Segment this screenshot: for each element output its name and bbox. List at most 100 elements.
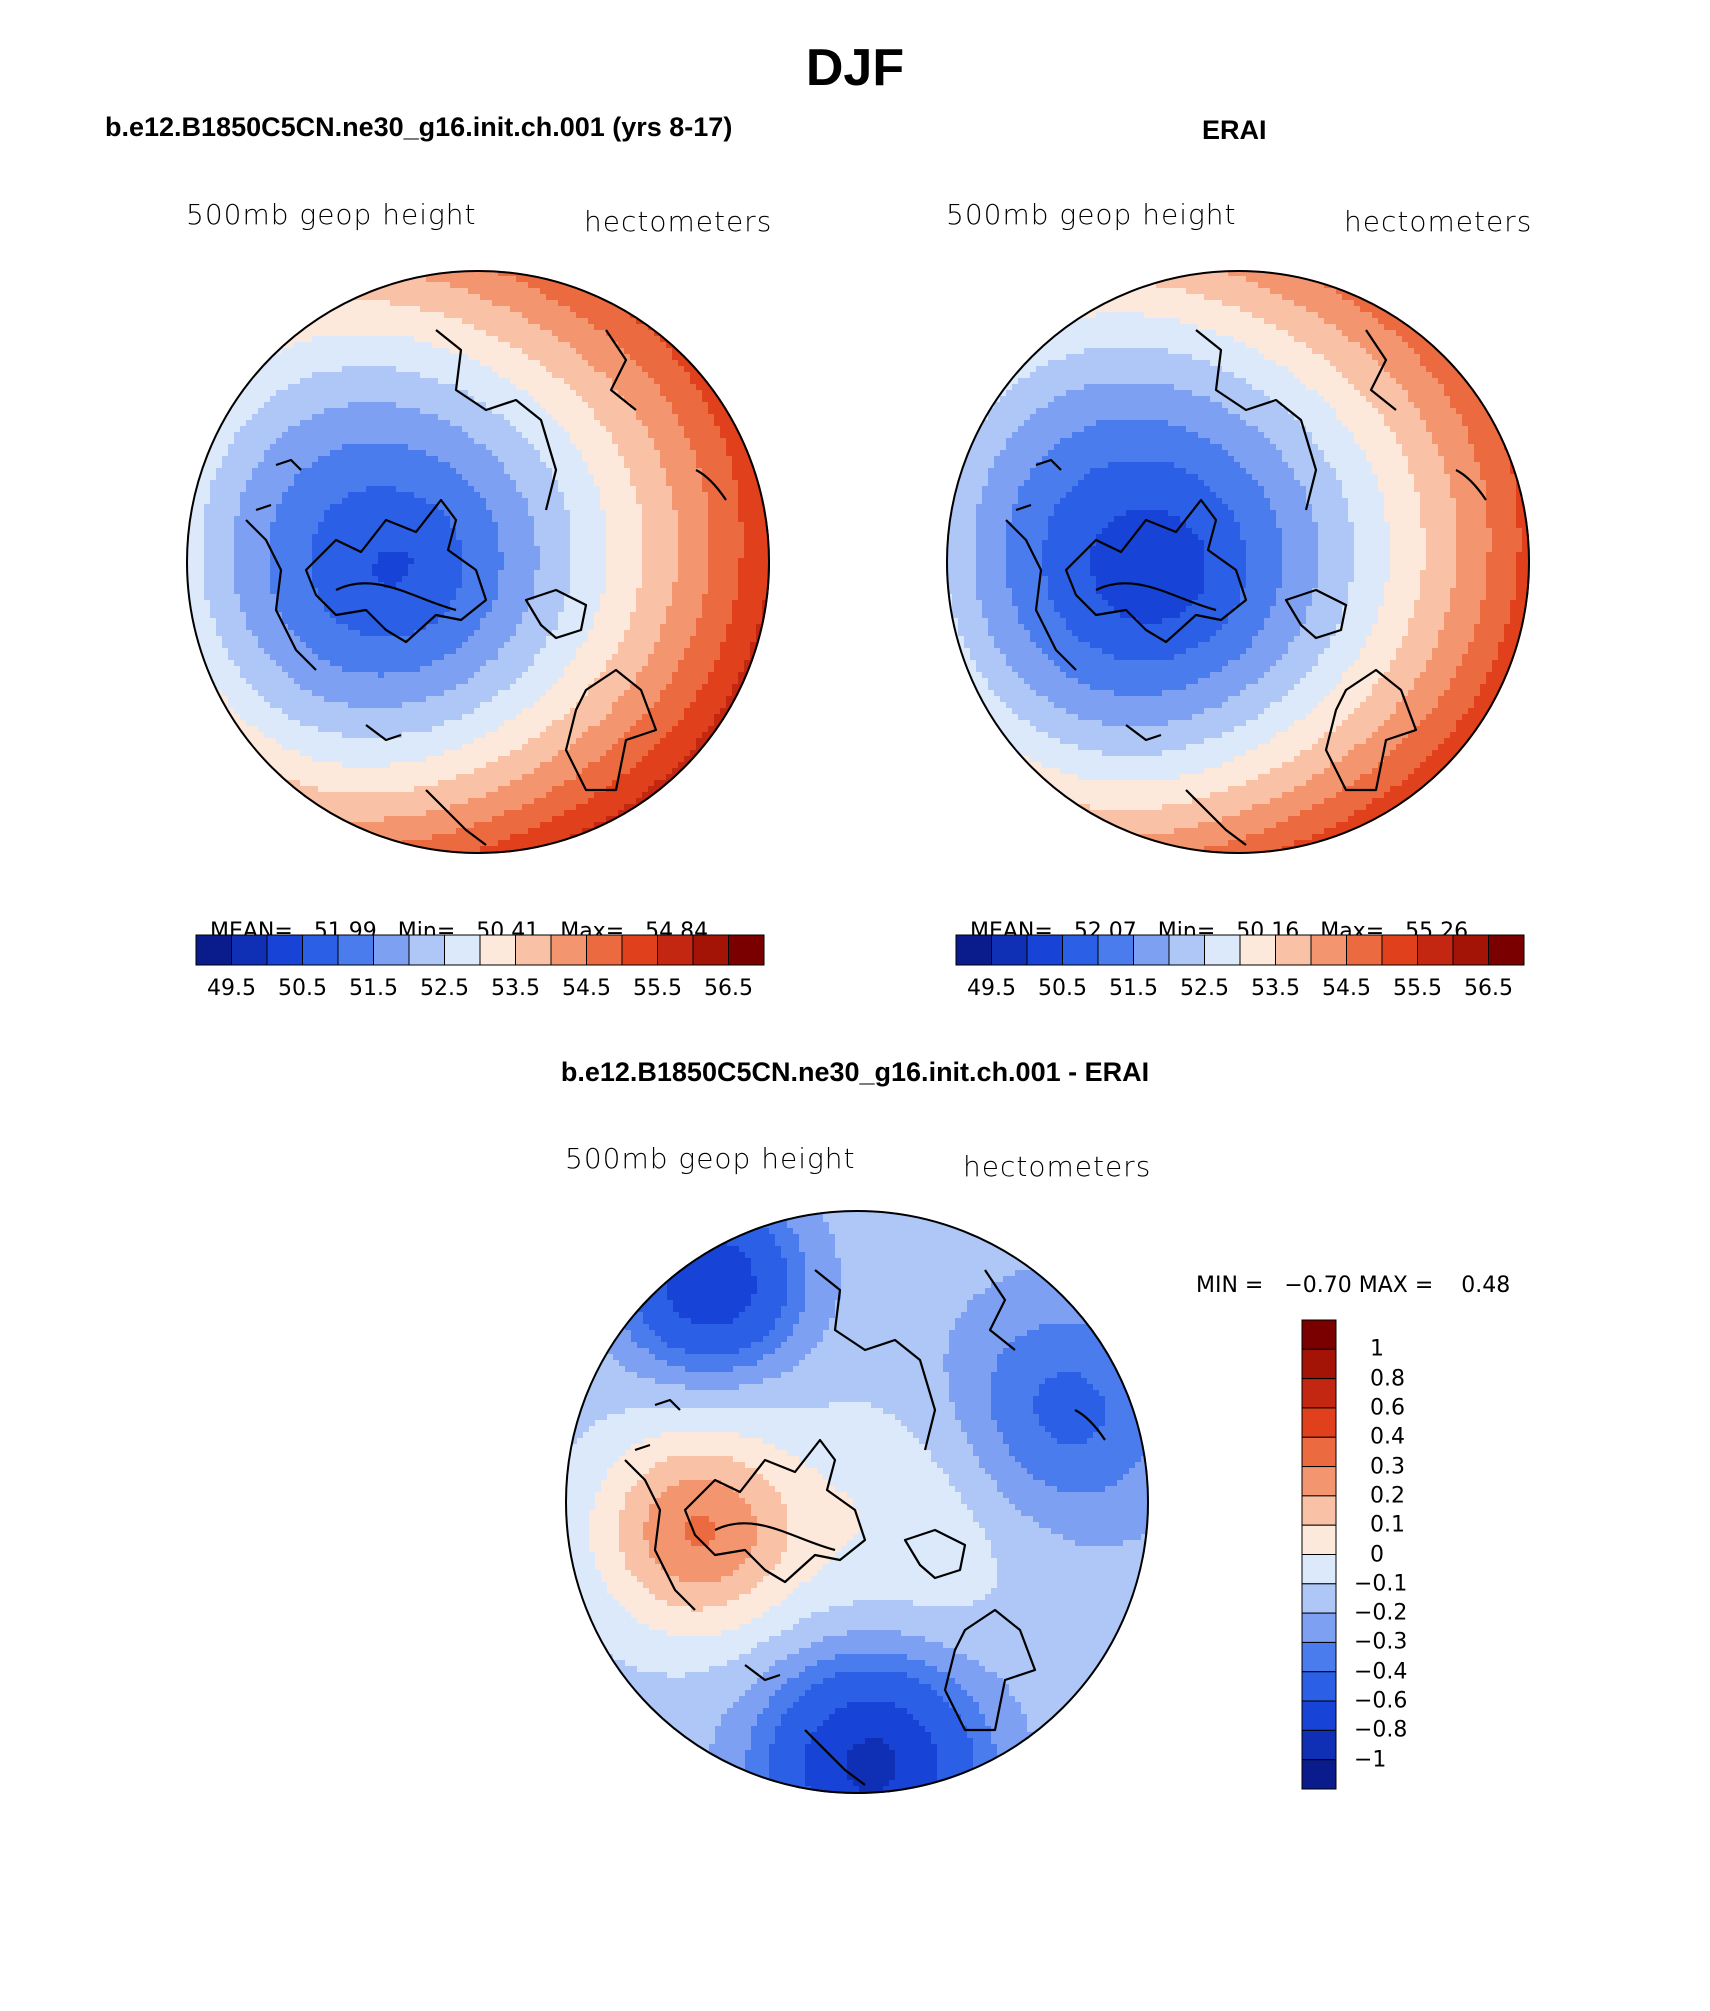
diff-min-value: −0.70 [1284, 1273, 1351, 1298]
diff-colorbar-level-label: 0.3 [1370, 1454, 1405, 1479]
diff-colorbar-level-label: 0.8 [1370, 1366, 1405, 1391]
obs-colorbar-box [1452, 934, 1489, 966]
obs-coastline-segment [1185, 789, 1247, 846]
model-map-border [186, 270, 770, 854]
model-colorbar-box [373, 934, 410, 966]
obs-coastline-segment [1095, 582, 1217, 612]
model-colorbar-box [266, 934, 303, 966]
model-coastline-segment [275, 458, 302, 471]
model-colorbar-box [586, 934, 623, 966]
obs-colorbar-ticks: 49.5 50.5 51.5 52.5 53.5 54.5 55.5 56.5 [956, 976, 1524, 1006]
diff-colorbar-level-label: 1 [1370, 1337, 1384, 1362]
model-colorbar-box [337, 934, 374, 966]
diff-coastline-segment [683, 1438, 867, 1584]
diff-colorbar-labels: −1 −0.8 −0.6 −0.4 −0.3 −0.2 −0.1 0 0.1 0.2 0.3 0.4 0… [1354, 1320, 1474, 1789]
diff-colorbar-box [1301, 1407, 1337, 1438]
model-colorbar-tick-label: 54.5 [562, 976, 611, 1001]
diff-coastline-segment [1074, 1409, 1106, 1441]
obs-colorbar-box [1381, 934, 1418, 966]
diff-colorbar-level-label: 0 [1370, 1542, 1384, 1567]
model-colorbar-tick-label: 56.5 [704, 976, 753, 1001]
obs-colorbar-box [1417, 934, 1454, 966]
model-coastline-segment [605, 329, 637, 411]
diff-max-value: 0.48 [1461, 1273, 1510, 1298]
obs-colorbar-box [955, 934, 992, 966]
diff-colorbar-box [1301, 1378, 1337, 1409]
diff-coastline-segment [624, 1459, 696, 1611]
diff-coastline-segment [903, 1528, 967, 1580]
figure-title: DJF [0, 38, 1710, 98]
diff-colorbar-level-label: −0.6 [1354, 1689, 1407, 1714]
diff-variable-label: 500mb geop height [565, 1142, 856, 1175]
obs-coastline-segment [1455, 469, 1487, 501]
model-colorbar-box [444, 934, 481, 966]
obs-panel-title: ERAI [1202, 115, 1267, 146]
diff-coastline-segment [634, 1443, 651, 1452]
obs-colorbar-box [1275, 934, 1312, 966]
model-colorbar-tick-label: 53.5 [491, 976, 540, 1001]
diff-colorbar-box [1301, 1348, 1337, 1380]
obs-coastlines [1005, 329, 1487, 846]
obs-colorbar-box [1310, 934, 1347, 966]
model-coastline-segment [425, 789, 487, 846]
diff-coastline-segment [744, 1664, 781, 1682]
obs-coastline-segment [1015, 503, 1032, 512]
obs-colorbar-box [991, 934, 1028, 966]
obs-map-border [946, 270, 1530, 854]
diff-coastlines [624, 1269, 1106, 1786]
obs-coastline-segment [1324, 668, 1418, 792]
obs-colorbar-tick-label: 55.5 [1393, 976, 1442, 1001]
model-polar-map [186, 270, 770, 854]
diff-coastline-segment [943, 1608, 1037, 1732]
model-colorbar-tick-label: 52.5 [420, 976, 469, 1001]
model-colorbar-tick-label: 49.5 [207, 976, 256, 1001]
diff-colorbar-box [1301, 1495, 1337, 1526]
model-colorbar-box [302, 934, 339, 966]
model-coastline-segment [245, 519, 317, 671]
model-coastline-segment [304, 498, 488, 644]
obs-coastline-segment [1365, 329, 1397, 411]
diff-colorbar-box [1301, 1759, 1337, 1790]
diff-colorbar-level-label: 0.6 [1370, 1395, 1405, 1420]
diff-stats: MIN = −0.70 MAX = 0.48 [1182, 1248, 1510, 1298]
diff-colorbar-box [1301, 1583, 1337, 1614]
model-coastlines [245, 329, 727, 846]
obs-colorbar-box [1488, 934, 1525, 966]
model-colorbar-box [657, 934, 694, 966]
model-coastline-segment [524, 588, 588, 640]
obs-colorbar [955, 934, 1525, 966]
model-colorbar-ticks: 49.5 50.5 51.5 52.5 53.5 54.5 55.5 56.5 [196, 976, 764, 1006]
model-coastline-segment [255, 503, 272, 512]
model-colorbar-box [692, 934, 729, 966]
model-coastline-segment [365, 724, 402, 742]
obs-colorbar-tick-label: 54.5 [1322, 976, 1371, 1001]
diff-colorbar-level-label: −0.2 [1354, 1601, 1407, 1626]
diff-colorbar-box [1301, 1319, 1337, 1350]
diff-colorbar [1301, 1319, 1337, 1790]
model-colorbar [195, 934, 765, 966]
diff-min-label: MIN = [1196, 1273, 1263, 1298]
model-variable-label: 500mb geop height [186, 198, 477, 231]
diff-map-border [565, 1210, 1149, 1794]
obs-colorbar-box [1133, 934, 1170, 966]
model-coastline-segment [335, 582, 457, 612]
model-colorbar-box [550, 934, 587, 966]
diff-colorbar-level-label: −1 [1354, 1747, 1386, 1772]
obs-coastline-segment [1064, 498, 1248, 644]
obs-coastline-segment [1005, 519, 1077, 671]
diff-max-label: MAX = [1359, 1273, 1434, 1298]
diff-panel-title: b.e12.B1850C5CN.ne30_g16.init.ch.001 - E… [0, 1057, 1710, 1088]
model-colorbar-box [408, 934, 445, 966]
diff-coastline-segment [714, 1522, 836, 1552]
diff-colorbar-box [1301, 1612, 1337, 1643]
diff-colorbar-box [1301, 1554, 1337, 1585]
model-colorbar-tick-label: 51.5 [349, 976, 398, 1001]
obs-colorbar-tick-label: 50.5 [1038, 976, 1087, 1001]
diff-units-label: hectometers [963, 1150, 1151, 1183]
diff-colorbar-level-label: −0.1 [1354, 1571, 1407, 1596]
obs-units-label: hectometers [1344, 205, 1532, 238]
model-coastline-segment [564, 668, 658, 792]
obs-colorbar-box [1062, 934, 1099, 966]
obs-colorbar-tick-label: 53.5 [1251, 976, 1300, 1001]
obs-coastline-segment [1125, 724, 1162, 742]
